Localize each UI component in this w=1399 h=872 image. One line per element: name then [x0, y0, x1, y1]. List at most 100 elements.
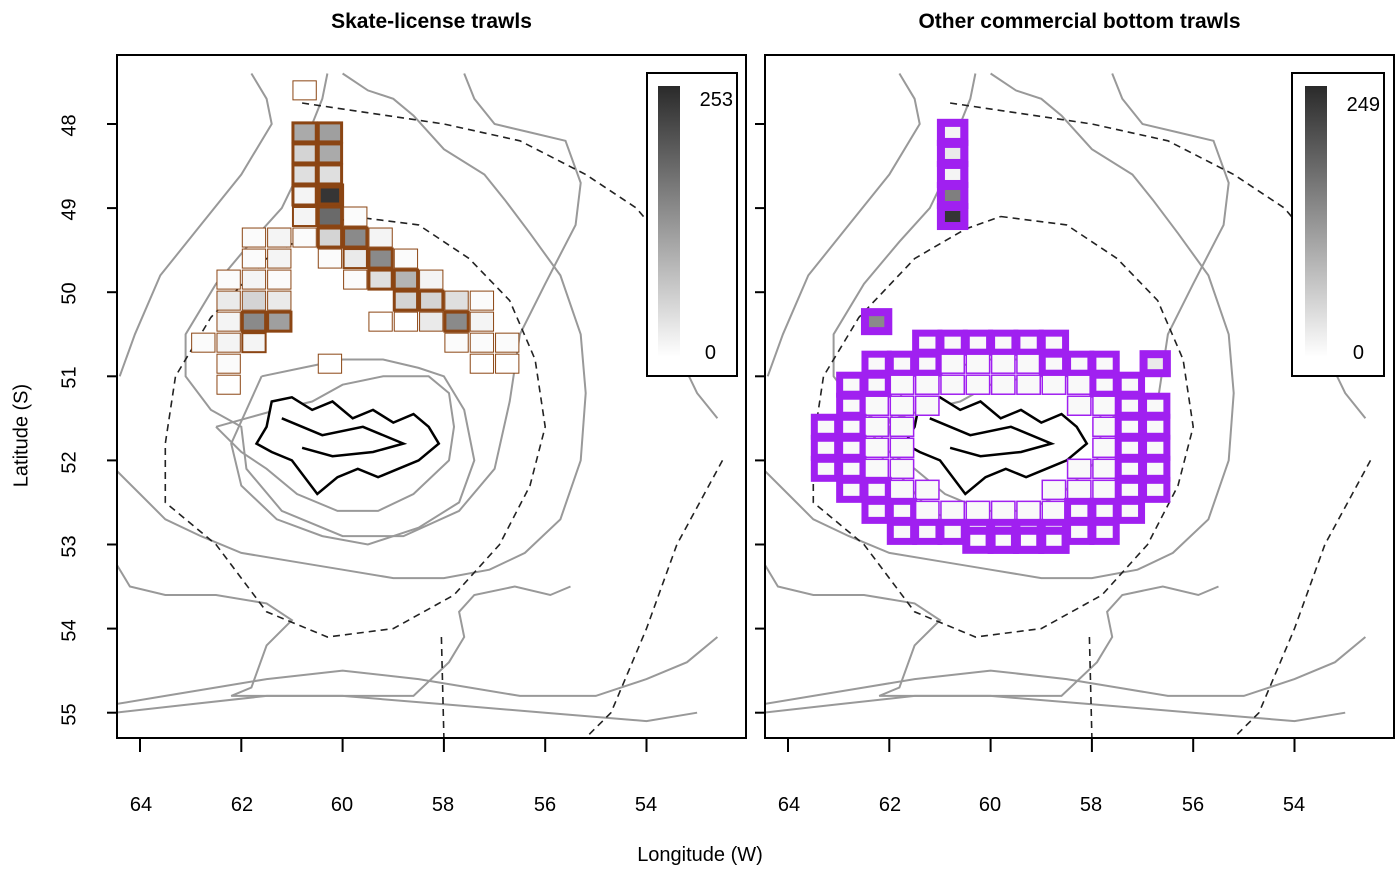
grid-cell — [367, 268, 394, 291]
grid-cell — [836, 455, 867, 482]
xtick-label: 60 — [330, 794, 354, 816]
grid-cell — [317, 353, 343, 374]
grid-cell — [291, 205, 318, 228]
grid-cell — [886, 518, 918, 545]
grid-cell — [914, 395, 940, 416]
grid-cell — [914, 479, 940, 501]
grid-cell — [343, 206, 368, 227]
grid-cell — [1089, 371, 1120, 398]
grid-cell — [1066, 479, 1092, 501]
zone-boundary-dashed — [1088, 636, 1093, 738]
grid-cell — [1114, 434, 1146, 461]
grid-cell — [962, 329, 994, 356]
grid-cell — [1114, 392, 1146, 419]
grid-cell — [343, 269, 368, 290]
grid-cell — [315, 183, 345, 208]
grid-cell — [292, 227, 317, 248]
ytick-label: 51 — [58, 366, 81, 389]
grid-cell — [836, 476, 867, 503]
ytick-label: 50 — [58, 282, 81, 305]
right-legend — [1291, 72, 1385, 377]
xtick-label: 58 — [1079, 794, 1103, 816]
grid-cell — [912, 350, 943, 377]
grid-cell — [940, 374, 966, 395]
grid-cell — [368, 227, 393, 248]
grid-cell — [1066, 374, 1092, 395]
grid-cell — [836, 392, 867, 419]
grid-cell — [810, 455, 842, 482]
grid-cell — [392, 268, 420, 291]
grid-cell — [292, 80, 317, 101]
bathymetry-contour — [765, 563, 1219, 697]
grid-cell — [1092, 479, 1117, 501]
grid-cell — [1066, 458, 1092, 480]
grid-cell — [861, 476, 892, 503]
grid-cell — [836, 434, 867, 461]
grid-cell — [990, 500, 1016, 522]
grid-cell — [216, 290, 241, 311]
island-detail — [281, 417, 408, 458]
grid-cell — [291, 163, 318, 186]
grid-cell — [937, 518, 968, 545]
grid-cell — [889, 416, 915, 438]
grid-cell — [889, 479, 915, 501]
xtick-label: 62 — [878, 794, 902, 816]
right-plot-frame — [764, 54, 1395, 739]
left-plot-frame — [116, 54, 747, 739]
grid-cell — [1114, 371, 1146, 398]
grid-cell — [291, 142, 318, 165]
xtick-label: 64 — [129, 794, 153, 816]
right-legend-colorbar — [1305, 86, 1327, 357]
grid-cell — [965, 374, 991, 395]
grid-cell — [241, 227, 267, 248]
bathymetry-contour — [117, 72, 587, 580]
grid-cell — [1089, 497, 1120, 524]
grid-cell — [965, 353, 991, 374]
zone-boundary-dashed — [1233, 460, 1372, 738]
grid-cell — [912, 329, 943, 356]
left-legend-min-label: 0 — [704, 342, 716, 364]
ytick-label: 53 — [58, 535, 81, 558]
bathymetry-contour — [766, 72, 921, 377]
grid-cell — [342, 248, 368, 270]
grid-cell — [1140, 476, 1171, 503]
grid-cell — [965, 500, 991, 522]
xtick-label: 58 — [431, 794, 455, 816]
grid-cell — [216, 353, 241, 374]
grid-cell — [1092, 458, 1117, 480]
grid-cell — [1114, 497, 1146, 524]
left-map-panel — [117, 72, 724, 738]
grid-cell — [861, 497, 892, 524]
grid-cell — [1064, 518, 1095, 545]
grid-cell — [1041, 479, 1067, 501]
grid-cell — [1012, 526, 1045, 554]
grid-cell — [987, 526, 1019, 554]
bathymetry-contour — [184, 73, 582, 538]
grid-cell — [291, 184, 318, 207]
grid-cell — [1140, 413, 1171, 440]
xtick-label: 54 — [634, 794, 658, 816]
grid-cell — [1092, 416, 1117, 438]
grid-cell — [810, 413, 842, 440]
bathymetry-contour — [230, 358, 476, 546]
bathymetry-contour — [118, 72, 273, 377]
grid-cell — [241, 332, 267, 354]
grid-cell — [1140, 455, 1171, 482]
grid-cell — [444, 332, 469, 353]
zone-boundary-dashed — [585, 460, 724, 738]
grid-cell — [291, 121, 318, 144]
grid-cell — [419, 269, 444, 290]
grid-cell — [914, 374, 940, 395]
grid-cell — [444, 290, 469, 311]
bathymetry-contour — [765, 636, 1367, 705]
grid-cell — [886, 497, 918, 524]
grid-cell — [267, 290, 292, 311]
grid-cell — [860, 308, 893, 336]
grid-cell — [1016, 353, 1041, 374]
grid-cell — [342, 226, 369, 249]
bathymetry-contour — [765, 694, 1346, 723]
zone-boundary-dashed — [949, 102, 1346, 293]
grid-cell — [1089, 350, 1120, 377]
grid-cell — [1089, 518, 1120, 545]
